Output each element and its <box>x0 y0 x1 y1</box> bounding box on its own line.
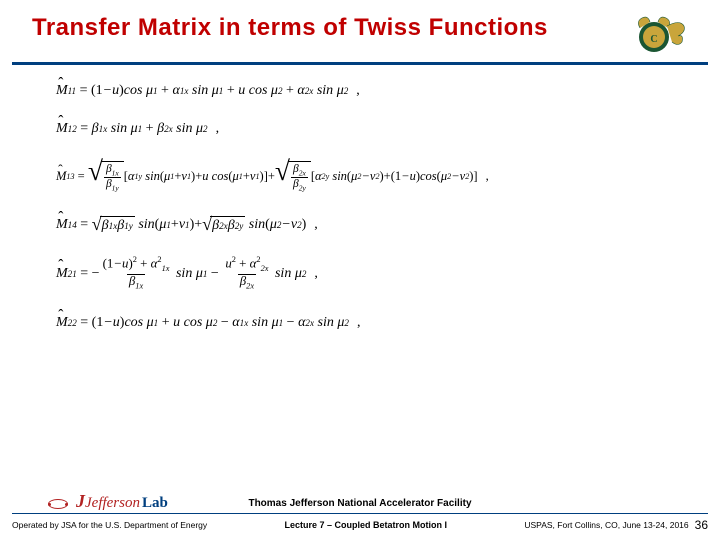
page-number: 36 <box>695 518 708 532</box>
slide-title: Transfer Matrix in terms of Twiss Functi… <box>32 14 548 42</box>
lecture-label: Lecture 7 – Coupled Betatron Motion I <box>285 520 448 530</box>
eq-m22: M22 = (1−u)cos μ1 + u cos μ2 − α1x sin μ… <box>56 315 680 331</box>
eq-m21: M21 = − (1−u)2 + α21x β1x sin μ1 − u2 + … <box>56 256 680 291</box>
eq-m12: M12 = β1x sin μ1 + β2x sin μ2 , <box>56 121 680 137</box>
footer-rule <box>12 513 708 514</box>
equations-block: M11 = (1−u)cos μ1 + α1x sin μ1 + u cos μ… <box>0 65 720 349</box>
footer: JJeffersonLab Thomas Jefferson National … <box>0 487 720 540</box>
operated-by: Operated by JSA for the U.S. Department … <box>12 520 207 530</box>
eq-m13: M13 = √ β1xβ1y [α1y sin(μ1+ν1)+u cos(μ1+… <box>56 161 680 192</box>
svg-text:C: C <box>650 34 657 45</box>
eq-m14: M14 = √β1xβ1y sin(μ1+ν1) + √β2xβ2y sin(μ… <box>56 216 680 234</box>
csu-logo: C <box>634 14 688 56</box>
eq-m11: M11 = (1−u)cos μ1 + α1x sin μ1 + u cos μ… <box>56 83 680 99</box>
accelerator-ring-icon <box>48 499 68 509</box>
venue: USPAS, Fort Collins, CO, June 13-24, 201… <box>524 520 688 530</box>
jlab-logo: JJeffersonLab <box>76 491 168 512</box>
